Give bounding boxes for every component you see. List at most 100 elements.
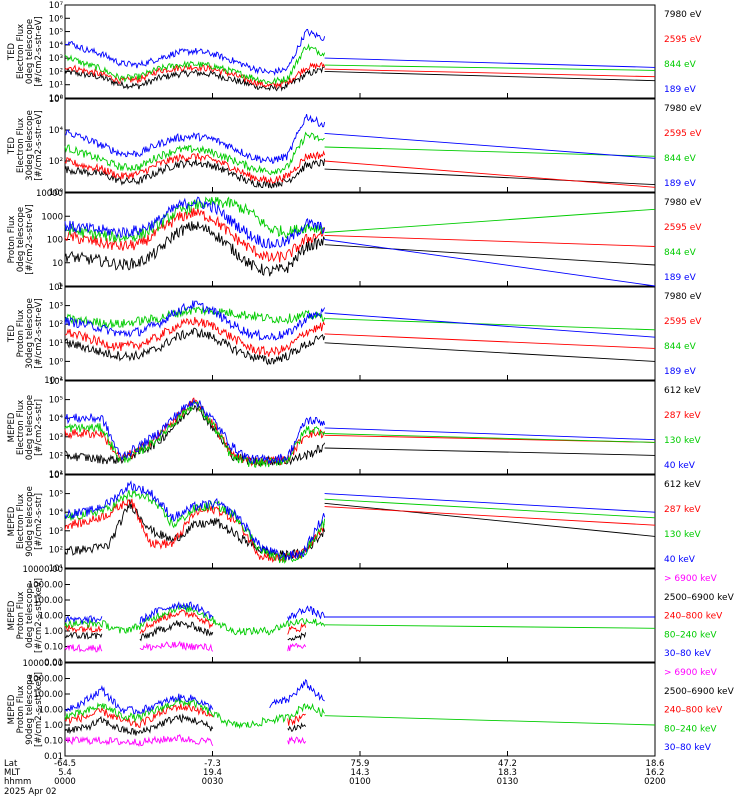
series-trace-3 [64, 43, 656, 85]
y-tick-label: 10⁶ [49, 377, 64, 387]
y-axis-label: [#/cm2-s-str-eV] [34, 16, 44, 86]
y-axis-label: Electron Flux [16, 24, 26, 79]
legend-entry: 240–800 keV [664, 706, 723, 716]
legend-entry: 612 keV [664, 480, 701, 490]
y-tick-label: 1000 [41, 212, 63, 222]
y-tick-label: 10³ [49, 302, 63, 312]
y-tick-label: 10⁴ [49, 41, 64, 51]
series-trace-4 [64, 196, 656, 287]
y-axis-label: [#/cm2-s-str-eV] [34, 298, 44, 368]
y-tick-label: 10⁰ [49, 188, 64, 198]
series-trace-5 [64, 600, 655, 626]
series-trace-4 [64, 603, 656, 636]
legend-entry: 2595 eV [664, 129, 702, 139]
y-tick-label: 10² [49, 451, 63, 461]
y-tick-label: 100 [47, 236, 63, 246]
y-axis-label: 0deg telescope [16, 207, 26, 272]
y-tick-label: 1.00 [44, 627, 63, 637]
legend-entry: 2500–6900 keV [664, 593, 735, 603]
y-axis-label: 0deg telescope [25, 19, 35, 84]
series-trace-1 [64, 158, 656, 189]
series-trace-3 [64, 196, 656, 243]
footer-cell: -7.3 [204, 759, 221, 769]
y-tick-label: 10⁶ [49, 14, 64, 24]
y-tick-label: 10² [49, 157, 63, 167]
legend-entry: 40 keV [664, 461, 696, 471]
footer-cell: 0130 [497, 777, 519, 787]
series-trace-1 [64, 327, 656, 366]
series-trace-4 [64, 480, 656, 561]
series-trace-3 [64, 703, 306, 729]
y-tick-label: 10⁵ [49, 396, 63, 406]
legend-entry: 30–80 keV [664, 649, 712, 659]
footer-cell: 5.4 [58, 768, 72, 778]
series-trace-2 [65, 316, 656, 357]
y-tick-label: 10⁵ [49, 28, 63, 38]
legend-entry: 844 eV [664, 60, 697, 70]
legend-entry: 40 keV [664, 555, 696, 565]
legend-entry: 80–240 keV [664, 724, 717, 734]
legend-entry: > 6900 keV [664, 668, 718, 678]
legend-entry: 240–800 keV [664, 612, 723, 622]
series-trace-2 [64, 61, 656, 89]
panel-8: 0.01 0.10 1.00 10.00 100.00 1000.00 10000.00 ME… [7, 659, 735, 762]
y-axis-label: [#/cm2-s-str-keV] [34, 672, 44, 747]
y-tick-label: 10000 [36, 189, 63, 199]
series-trace-2 [64, 713, 306, 736]
y-tick-label: 10² [49, 67, 63, 77]
footer-row-label: Lat [4, 759, 18, 769]
y-axis-label: Electron Flux [16, 118, 26, 173]
legend-entry: 2500–6900 keV [664, 687, 735, 697]
y-tick-label: 10² [49, 545, 63, 555]
footer-row-label: MLT [4, 768, 21, 778]
y-axis-label: MEPED [7, 600, 17, 630]
legend-entry: 189 eV [664, 179, 697, 189]
y-tick-label: 10² [49, 320, 63, 330]
series-trace-4 [64, 113, 656, 164]
y-tick-label: 0.01 [44, 752, 63, 762]
y-axis-label: Electron Flux [16, 494, 26, 549]
y-tick-label: 10000.00 [22, 565, 63, 575]
series-trace-2 [64, 150, 656, 188]
series-trace-1 [64, 733, 306, 747]
series-trace-4 [64, 697, 656, 730]
series-trace-4 [64, 300, 656, 341]
y-tick-label: 10⁴ [49, 283, 64, 293]
footer-cell: 47.2 [498, 759, 517, 769]
panel-6: 10¹ 10² 10³ 10⁴ 10⁵ 10⁶ MEPED Electron Flux 90de… [7, 471, 701, 574]
y-tick-label: 100.00 [33, 596, 63, 606]
panel-1: 10⁰ 10¹ 10² 10³ 10⁴ 10⁵ 10⁶ 10⁷ TED Electron Flux… [7, 1, 702, 104]
series-trace-5 [64, 678, 325, 715]
panel-frame [64, 662, 656, 757]
y-axis-label: [#/cm2-s-str] [34, 399, 44, 456]
series-trace-4 [64, 398, 656, 465]
y-tick-label: 10⁻¹ [44, 376, 63, 386]
footer-cell: 75.9 [351, 759, 370, 769]
y-tick-label: 10³ [49, 527, 63, 537]
footer-date: 2025 Apr 02 [4, 787, 57, 797]
series-trace-2 [64, 397, 656, 467]
footer-cell: 0100 [349, 777, 371, 787]
time-axis-footer: Lat MLT hhmm 2025 Apr 02 -64.5 5.4 0000 -7.3 19.… [0, 758, 750, 800]
series-trace-1 [64, 66, 656, 92]
series-trace-1 [64, 499, 656, 561]
legend-entry: 844 eV [664, 342, 697, 352]
y-tick-label: 1 [58, 282, 63, 292]
legend-entry: 2595 eV [664, 223, 702, 233]
y-axis-label: MEPED [7, 506, 17, 536]
y-axis-label: TED [7, 136, 17, 155]
footer-cell: 19.4 [203, 768, 222, 778]
y-axis-label: 30deg telescope [25, 298, 35, 369]
y-tick-label: 10⁴ [49, 508, 64, 518]
y-tick-label: 1000.00 [28, 581, 63, 591]
series-trace-2 [64, 620, 307, 642]
y-tick-label: 10⁷ [49, 1, 64, 11]
y-axis-label: 30deg telescope [25, 110, 35, 181]
series-trace-4 [64, 28, 656, 77]
y-tick-label: 10⁶ [49, 471, 64, 481]
y-tick-label: 10000.00 [22, 659, 63, 669]
y-tick-label: 10¹ [49, 470, 63, 480]
panel-frame [64, 380, 656, 475]
